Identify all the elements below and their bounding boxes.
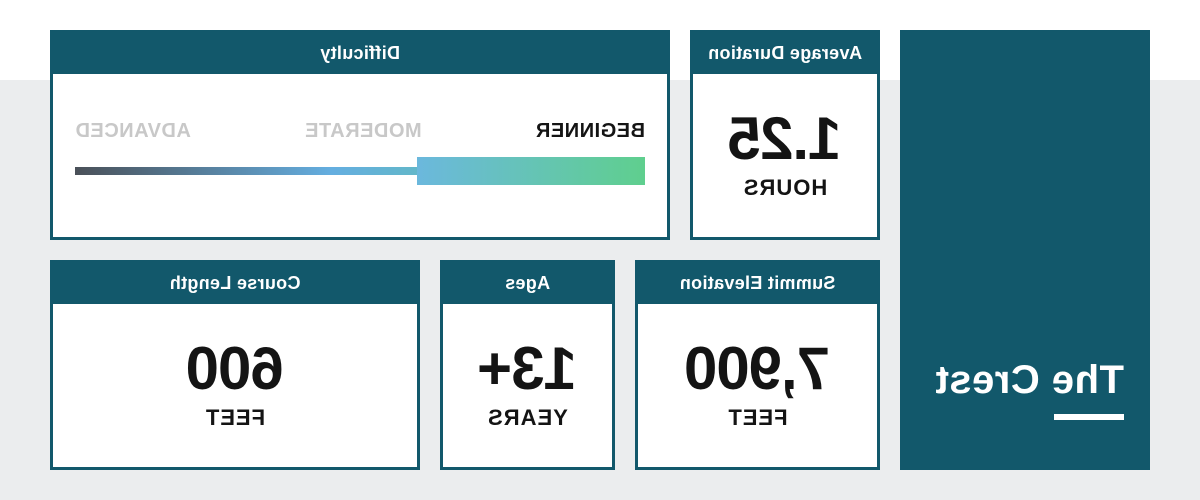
- difficulty-level-moderate: MODERATE: [305, 120, 422, 143]
- length-value: 600: [186, 339, 283, 399]
- ages-unit: YEARS: [487, 405, 568, 431]
- elevation-value: 7,900: [685, 339, 830, 399]
- page-title: The Crest: [926, 358, 1124, 402]
- content-wrap: The Crest Average Duration 1.25 HOURS Di…: [50, 30, 1150, 470]
- card-ages: Ages 13+ YEARS: [440, 260, 615, 470]
- difficulty-track: [75, 157, 645, 185]
- title-underline: [1054, 414, 1124, 420]
- cards-row-top: Average Duration 1.25 HOURS Difficulty B…: [50, 30, 880, 240]
- card-elevation: Summit Elevation 7,900 FEET: [635, 260, 880, 470]
- card-elevation-header: Summit Elevation: [638, 263, 877, 304]
- card-ages-body: 13+ YEARS: [443, 304, 612, 467]
- ages-value: 13+: [478, 339, 577, 399]
- duration-unit: HOURS: [743, 175, 827, 201]
- card-length-body: 600 FEET: [53, 304, 417, 467]
- cards-area: Average Duration 1.25 HOURS Difficulty B…: [50, 30, 880, 470]
- card-length: Course Length 600 FEET: [50, 260, 420, 470]
- elevation-unit: FEET: [727, 405, 787, 431]
- card-difficulty-header: Difficulty: [53, 33, 667, 74]
- card-duration-header: Average Duration: [693, 33, 877, 74]
- difficulty-track-fill: [417, 157, 645, 185]
- difficulty-labels: BEGINNER MODERATE ADVANCED: [75, 120, 645, 143]
- title-panel: The Crest: [900, 30, 1150, 470]
- cards-row-bottom: Summit Elevation 7,900 FEET Ages 13+ YEA…: [50, 260, 880, 470]
- card-difficulty: Difficulty BEGINNER MODERATE ADVANCED: [50, 30, 670, 240]
- length-unit: FEET: [205, 405, 265, 431]
- card-difficulty-body: BEGINNER MODERATE ADVANCED: [53, 74, 667, 237]
- difficulty-level-advanced: ADVANCED: [75, 120, 191, 143]
- card-duration-body: 1.25 HOURS: [693, 74, 877, 237]
- card-ages-header: Ages: [443, 263, 612, 304]
- card-length-header: Course Length: [53, 263, 417, 304]
- difficulty-level-beginner: BEGINNER: [535, 120, 645, 143]
- card-elevation-body: 7,900 FEET: [638, 304, 877, 467]
- card-duration: Average Duration 1.25 HOURS: [690, 30, 880, 240]
- duration-value: 1.25: [729, 109, 842, 169]
